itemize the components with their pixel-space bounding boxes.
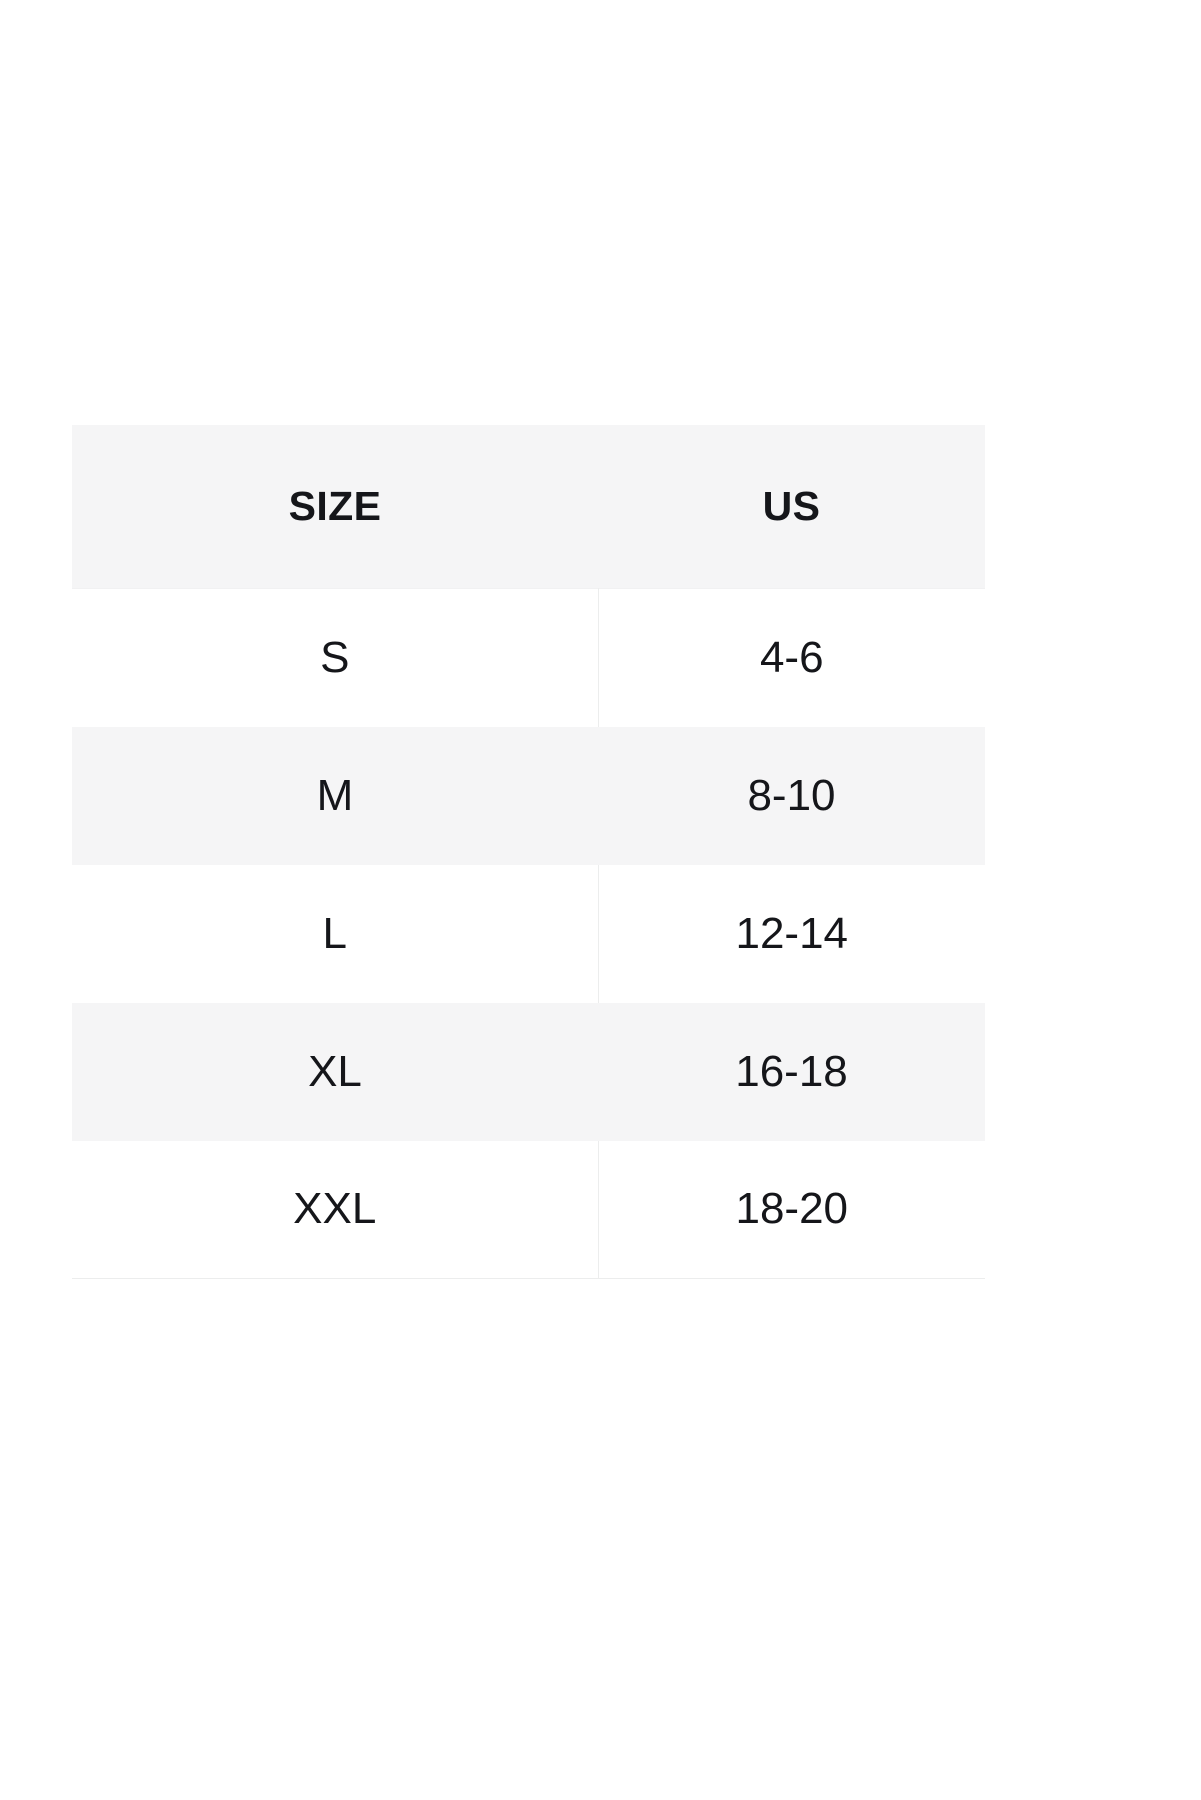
table-header-row: SIZE US — [72, 425, 985, 589]
table-body: S 4-6 M 8-10 L 12-14 XL 16-18 XXL — [72, 588, 985, 1279]
cell-us: 12-14 — [735, 908, 849, 958]
cell-size: XL — [308, 1046, 362, 1096]
cell-size: S — [72, 588, 599, 727]
table-row: S 4-6 — [72, 588, 985, 727]
cell-us: 8-10 — [747, 770, 836, 820]
cell-us: 4-6 — [598, 588, 985, 727]
cell-us: 16-18 — [735, 1046, 848, 1096]
cell-size: XXL — [72, 1140, 599, 1279]
table-row: L 12-14 — [72, 864, 985, 1003]
table-row: XXL 18-20 — [72, 1140, 985, 1279]
cell-size: L — [72, 864, 599, 1003]
size-chart-container: SIZE US S 4-6 M 8-10 L 12-14 — [72, 425, 985, 1279]
cell-size: M — [316, 770, 354, 820]
size-chart-table: SIZE US S 4-6 M 8-10 L 12-14 — [72, 425, 985, 1279]
table-row: XL 16-18 — [72, 1002, 985, 1141]
cell-us: 18-20 — [735, 1184, 849, 1234]
table-row: M 8-10 — [72, 726, 985, 865]
column-header-us: US — [762, 483, 821, 529]
table-header: SIZE US — [72, 425, 985, 589]
column-header-size: SIZE — [288, 483, 382, 529]
